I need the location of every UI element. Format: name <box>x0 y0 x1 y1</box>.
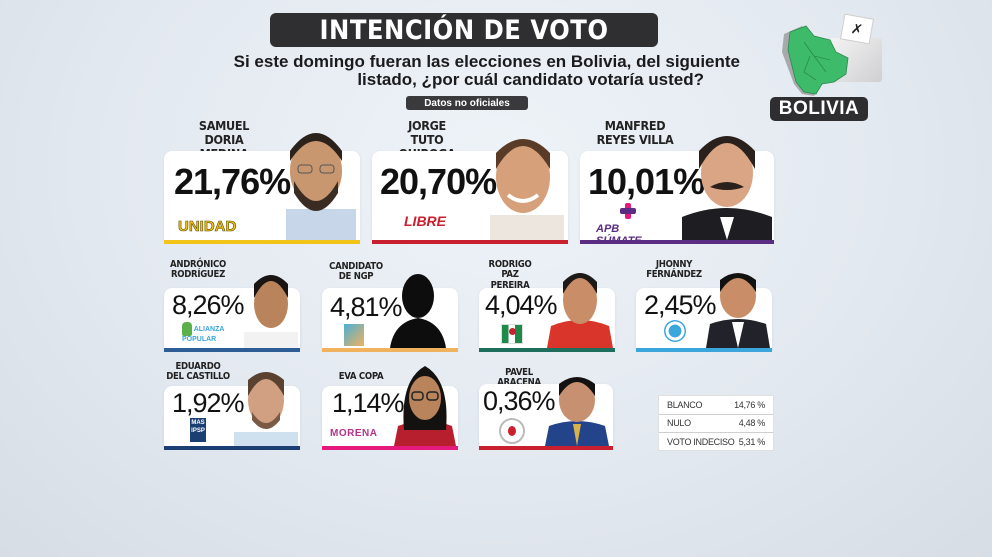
vote-percent: 20,70% <box>380 161 497 202</box>
other-vote-row: VOTO INDECISO 5,31 % <box>659 433 773 452</box>
candidate-photo <box>682 121 772 240</box>
name-line-1: JORGE TUTO <box>408 118 446 147</box>
vote-percent: 0,36% <box>483 386 556 416</box>
party-logo-morena: MORENA <box>330 428 378 439</box>
party-logo-mas-ipsp: MAS IPSP <box>190 418 206 442</box>
vote-percent: 8,26% <box>172 290 245 320</box>
adn-emblem-icon <box>508 426 516 436</box>
vote-percent: 4,81% <box>330 292 403 322</box>
row-label: VOTO INDECISO <box>667 437 735 448</box>
candidate-name: JHONNY FERNÁNDEZ <box>646 259 702 281</box>
vote-percent: 1,92% <box>172 388 245 418</box>
candidate-photo <box>547 262 613 348</box>
party-color-bar <box>636 348 772 352</box>
question-line-2: listado, ¿por cuál candidato votaría ust… <box>357 70 704 89</box>
party-color-bar <box>164 446 300 450</box>
party-name: ALIANZA POPULAR <box>182 325 225 343</box>
candidate-name: PAVEL ARACENA <box>485 367 553 389</box>
name-line-2: FERNÁNDEZ <box>646 269 702 281</box>
question-line-1: Si este domingo fueran las elecciones en… <box>233 52 740 71</box>
candidate-name: MANFRED REYES VILLA <box>592 119 678 147</box>
party-color-bar <box>479 446 613 450</box>
vote-percent: 1,14% <box>332 388 405 418</box>
unofficial-data-badge: Datos no oficiales <box>406 96 528 110</box>
party-logo-libre: LIBRE <box>404 213 446 229</box>
party-logo-alianza-popular: ALIANZA POPULAR <box>182 322 228 343</box>
candidate-photo <box>244 262 298 348</box>
name-line-1: SAMUEL <box>198 118 250 133</box>
name-line-1: JHONNY <box>655 259 693 270</box>
name-line-1: RODRIGO <box>488 259 532 270</box>
survey-question: Si este domingo fueran las elecciones en… <box>190 53 740 89</box>
bolivia-map-icon <box>782 25 849 96</box>
party-logo-ucs <box>664 320 686 342</box>
party-logo-adn <box>499 418 525 444</box>
name-line-2: PAZ PEREIRA <box>490 269 530 291</box>
party-logo-unidad: UNIDAD <box>178 218 237 236</box>
vote-percent: 10,01% <box>588 161 705 202</box>
name-line-1: MANFRED <box>604 118 666 133</box>
row-value: 5,31 % <box>738 437 766 448</box>
candidate-photo <box>482 123 564 240</box>
hand-icon <box>182 322 192 336</box>
bolivia-logo: ✗ BOLIVIA <box>770 10 890 125</box>
candidate-name: CANDIDATO DE NGP <box>328 261 384 283</box>
row-label: BLANCO <box>667 399 703 410</box>
party-color-bar <box>164 240 360 244</box>
row-value: 4,48 % <box>738 418 766 429</box>
candidate-name: RODRIGO PAZ PEREIRA <box>481 259 539 291</box>
candidate-name: EVA COPA <box>336 371 386 382</box>
candidate-photo <box>541 368 613 446</box>
name-line-2: RODRÍGUEZ <box>171 269 225 281</box>
vote-percent: 4,04% <box>485 290 558 320</box>
party-color-bar <box>322 446 458 450</box>
party-color-bar <box>479 348 615 352</box>
party-logo-pdc <box>501 324 523 344</box>
libre-logo-text: LIBRE <box>404 213 446 229</box>
other-vote-row: NULO 4,48 % <box>659 415 773 433</box>
name-line-1: CANDIDATO <box>329 261 383 272</box>
other-vote-row: BLANCO 14,76 % <box>659 396 773 415</box>
party-color-bar <box>164 348 300 352</box>
pdc-emblem-icon <box>509 328 516 335</box>
party-color-bar <box>322 348 458 352</box>
candidate-photo <box>276 121 356 240</box>
sumate-cross-icon <box>620 203 636 219</box>
country-label: BOLIVIA <box>770 97 868 121</box>
name-line-2: EVA COPA <box>338 371 384 382</box>
candidate-silhouette <box>386 266 450 348</box>
name-line-2: DE NGP <box>338 271 374 283</box>
vote-percent: 2,45% <box>644 290 717 320</box>
candidate-name: ANDRÓNICO RODRÍGUEZ <box>170 259 226 281</box>
candidate-name: EDUARDO DEL CASTILLO <box>166 361 230 383</box>
name-line-1: ANDRÓNICO <box>170 259 226 270</box>
candidate-photo <box>706 262 770 348</box>
candidate-photo <box>394 360 456 446</box>
party-color-bar <box>580 240 774 244</box>
row-label: NULO <box>667 418 691 429</box>
name-line-2: PAVEL ARACENA <box>497 367 541 389</box>
name-line-2: DEL CASTILLO <box>166 371 230 383</box>
candidate-photo <box>234 362 298 446</box>
name-line-2: REYES VILLA <box>596 131 674 147</box>
vote-percent: 21,76% <box>174 161 291 202</box>
other-votes-table: BLANCO 14,76 % NULO 4,48 % VOTO INDECISO… <box>658 395 774 451</box>
page-title: INTENCIÓN DE VOTO <box>270 13 658 47</box>
party-color-bar <box>372 240 568 244</box>
row-value: 14,76 % <box>734 399 765 410</box>
party-logo-ngp <box>344 324 364 346</box>
name-line-1: EDUARDO <box>175 361 221 372</box>
